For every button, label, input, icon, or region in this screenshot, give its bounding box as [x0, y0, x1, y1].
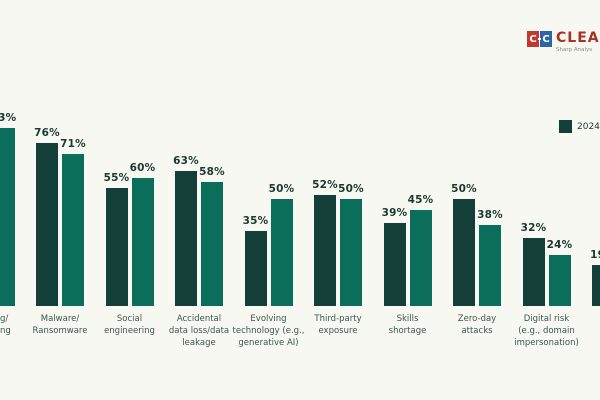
brand-logo-mark: C C — [527, 31, 552, 47]
value-label-series2-group9: 24% — [546, 238, 573, 251]
legend-label-2024: 2024 — [577, 121, 600, 132]
bar-series2-group3 — [131, 177, 154, 306]
bar-series1-group6 — [314, 194, 336, 306]
brand-logo-text: CLEA Sharp Analys — [556, 31, 600, 53]
logo-letter-blue: C — [540, 31, 552, 47]
value-label-series1-group10: 19% — [590, 249, 600, 262]
value-label-series2-group3: 60% — [129, 161, 156, 174]
bar-series1-group5 — [244, 231, 267, 306]
value-label-series2-group4: 58% — [199, 165, 225, 178]
value-label-series2-group2: 71% — [60, 138, 86, 151]
category-label-group6: Third-party exposure — [314, 314, 362, 336]
bar-series1-group3 — [105, 188, 128, 306]
value-label-series2-group8: 38% — [477, 208, 503, 221]
bar-series1-group4 — [175, 171, 197, 306]
value-label-series1-group8: 50% — [451, 183, 477, 195]
value-label-series1-group3: 55% — [103, 172, 130, 185]
category-label-group1: g/ng — [0, 314, 11, 336]
brand-name-clipped: CLEA — [556, 30, 600, 46]
value-label-series2-group7: 45% — [407, 193, 434, 206]
brand-logo: C C CLEA Sharp Analys — [527, 31, 600, 53]
value-label-series2-group5: 50% — [268, 183, 295, 195]
bar-series2-group7 — [409, 209, 432, 306]
bar-series2-group1 — [0, 128, 15, 306]
value-label-series1-group9: 32% — [520, 221, 547, 234]
bar-series2-group5 — [270, 199, 293, 306]
category-label-group8: Zero-day attacks — [457, 314, 497, 336]
bar-series2-group4 — [201, 181, 223, 306]
legend-swatch-2024 — [559, 120, 572, 133]
value-label-series1-group7: 39% — [381, 206, 408, 219]
category-label-group4: Accidental data loss/data leakage — [168, 314, 230, 348]
bar-series2-group2 — [62, 154, 84, 306]
category-label-group5: Evolving technology (e.g., generative AI) — [232, 314, 305, 348]
category-label-group2: Malware/Ransomware — [32, 314, 88, 336]
bar-series2-group8 — [479, 224, 501, 306]
bar-series1-group9 — [522, 237, 545, 306]
value-label-series1-group5: 35% — [242, 215, 269, 228]
legend: 2024 — [559, 120, 600, 133]
bar-series2-group9 — [548, 254, 571, 306]
category-label-group3: Social engineering — [104, 314, 155, 336]
category-label-group9: Digital risk (e.g., domain impersonation) — [514, 314, 579, 348]
bar-series2-group6 — [340, 199, 362, 306]
value-label-series1-group2: 76% — [34, 127, 60, 140]
logo-connector-tick — [538, 38, 541, 40]
value-label-series1-group6: 52% — [312, 178, 338, 191]
bar-series1-group8 — [453, 199, 475, 306]
bar-series1-group7 — [383, 222, 406, 306]
value-label-series2-group6: 50% — [338, 183, 364, 195]
bar-series1-group2 — [36, 143, 58, 306]
value-label-series2-group1: 83% — [0, 112, 17, 125]
category-label-group7: Skills shortage — [388, 314, 427, 336]
value-label-series1-group4: 63% — [173, 155, 199, 168]
logo-letter-red: C — [527, 31, 539, 47]
bar-series1-group10 — [592, 265, 600, 306]
brand-tagline-clipped: Sharp Analys — [556, 47, 593, 53]
